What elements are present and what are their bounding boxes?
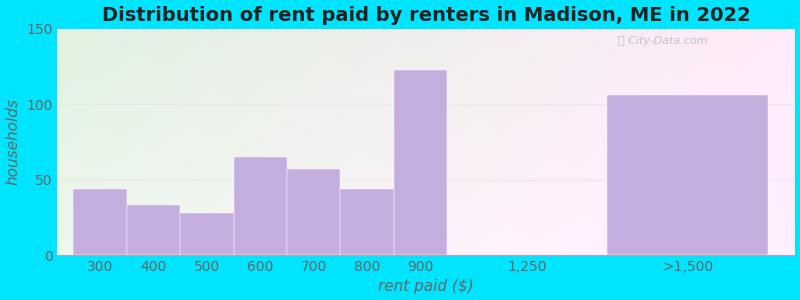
Bar [126,205,180,255]
Bar [287,169,341,255]
Bar [394,70,447,255]
Bar [74,189,126,255]
Title: Distribution of rent paid by renters in Madison, ME in 2022: Distribution of rent paid by renters in … [102,6,750,25]
Bar [607,95,768,255]
Text: Ⓣ City-Data.com: Ⓣ City-Data.com [618,36,707,46]
Bar [341,189,394,255]
Y-axis label: households: households [6,98,21,185]
Bar [234,157,287,255]
X-axis label: rent paid ($): rent paid ($) [378,279,474,294]
Bar [180,213,234,255]
